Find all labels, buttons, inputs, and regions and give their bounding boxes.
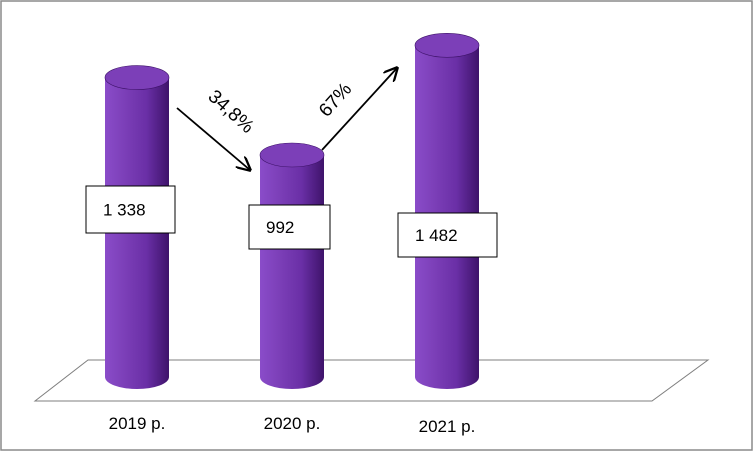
x-tick-label: 2019 р. — [109, 414, 166, 433]
data-label-text: 1 482 — [415, 226, 458, 245]
data-label: 1 338 — [85, 185, 176, 234]
labels-layer: 1 338 2019 р. 992 2020 р. 1 482 2021 р. — [85, 185, 498, 436]
bar-2021-р. — [414, 33, 480, 389]
bar-body — [260, 154, 324, 389]
data-label-box — [248, 204, 331, 250]
bar-top — [414, 33, 480, 58]
bar-top — [104, 65, 170, 90]
x-tick-label: 2020 р. — [264, 414, 321, 433]
change-arrow — [176, 107, 250, 170]
data-label-text: 1 338 — [103, 201, 146, 220]
bar-2020-р. — [259, 142, 325, 389]
data-label-box — [85, 185, 176, 234]
data-label: 1 482 — [397, 212, 498, 258]
change-arrow — [321, 68, 397, 151]
data-label: 992 — [248, 204, 331, 250]
data-label-text: 992 — [266, 218, 294, 237]
chart-floor — [33, 359, 710, 402]
x-tick-label: 2021 р. — [419, 417, 476, 436]
data-label-box — [397, 212, 498, 258]
bar-top — [259, 142, 325, 168]
